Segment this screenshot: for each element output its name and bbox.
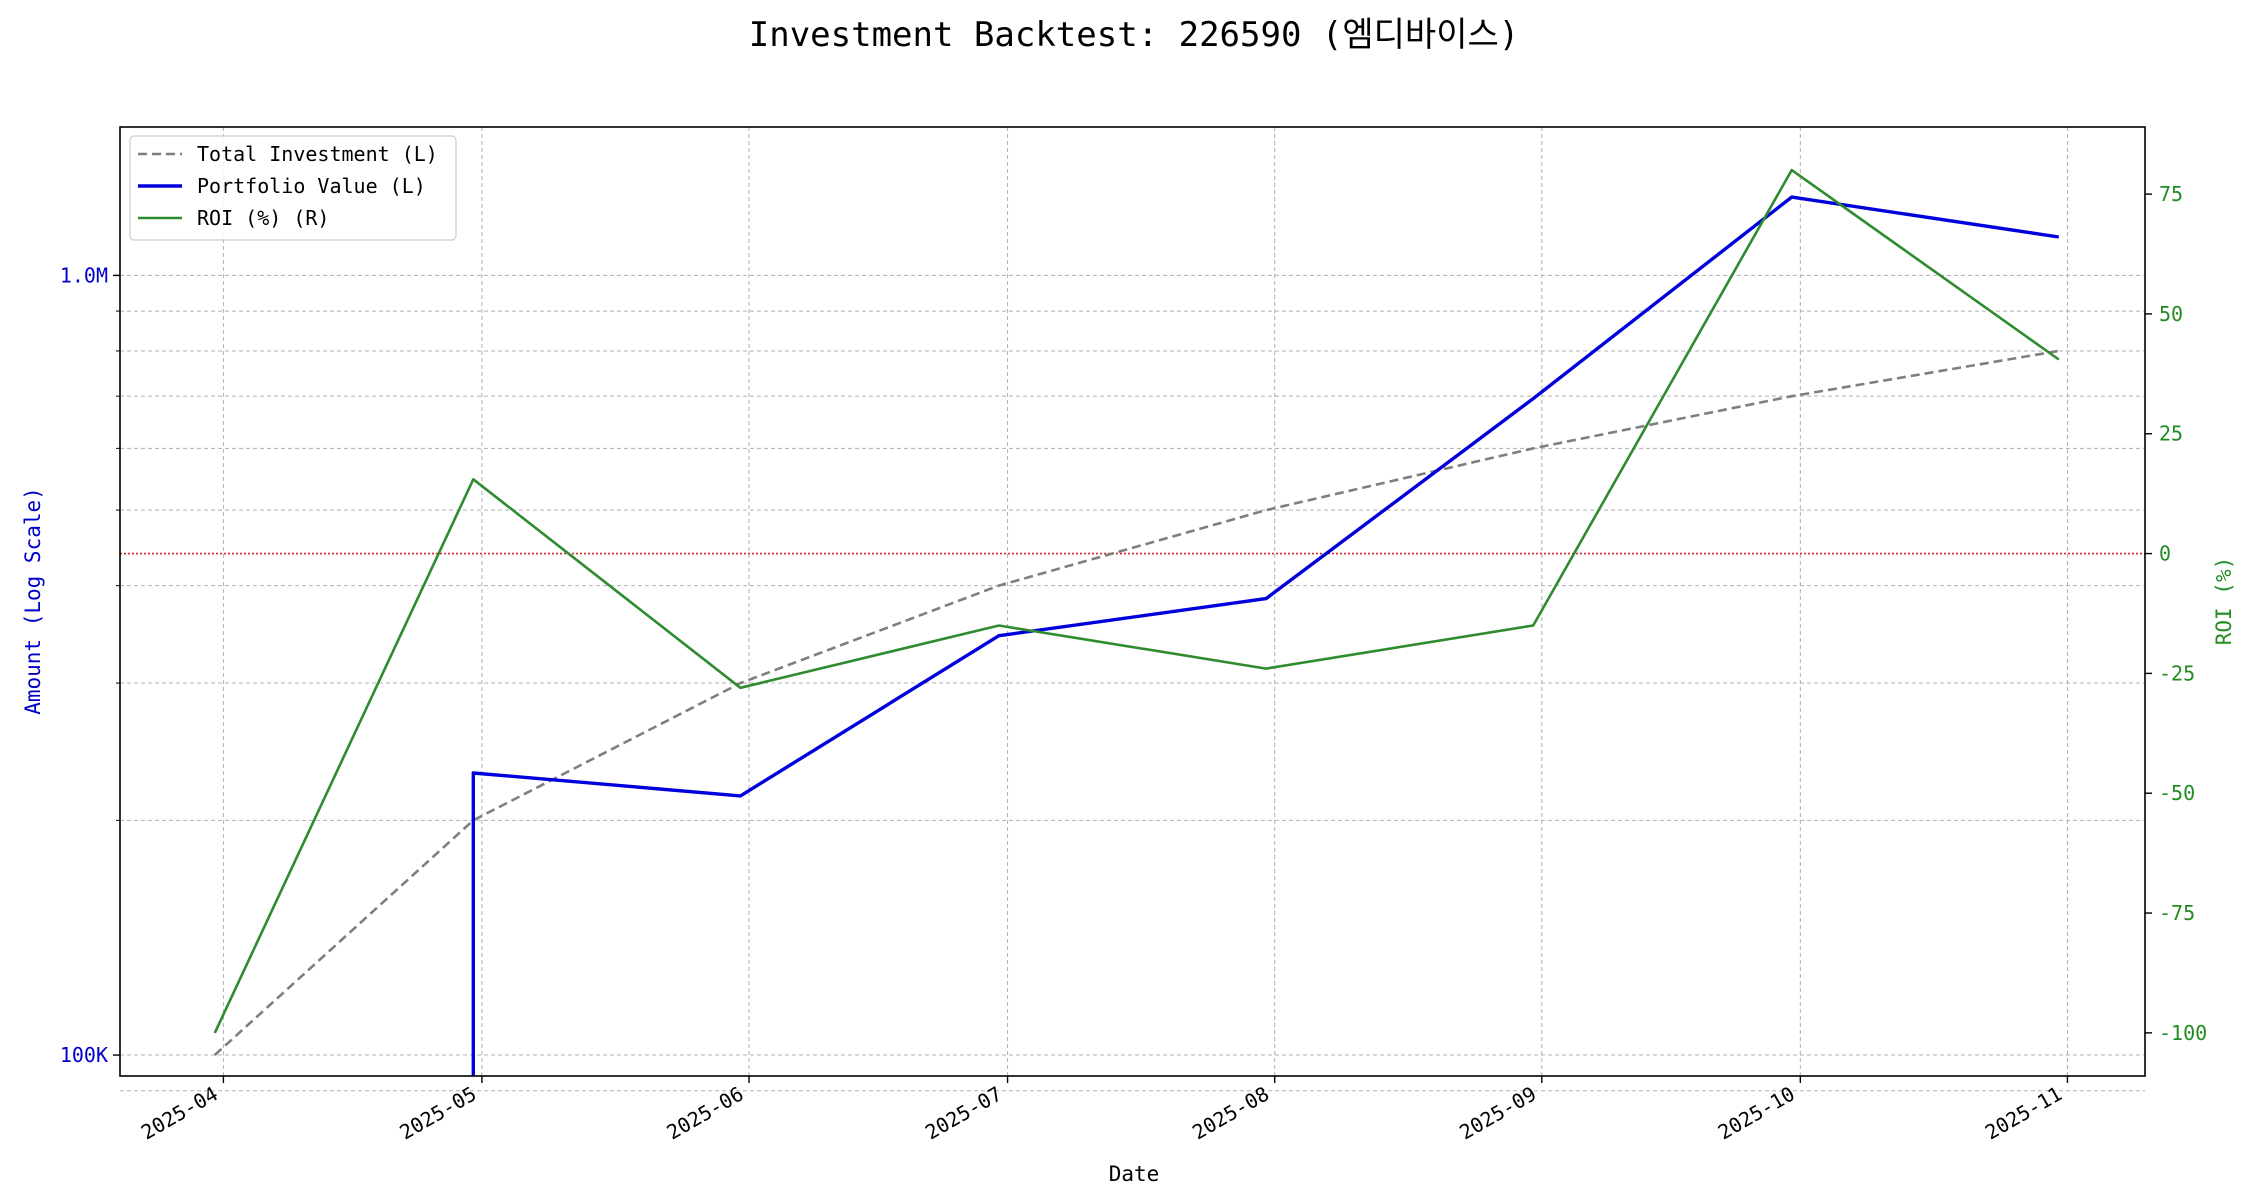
y-left-axis-ticks: 100K 1.0M <box>60 263 120 1067</box>
x-tick-label: 2025-09 <box>1455 1082 1540 1145</box>
y-right-tick-label: -50 <box>2159 781 2195 805</box>
y-left-axis-label: Amount (Log Scale) <box>21 487 45 715</box>
y-right-tick-label: 0 <box>2159 542 2171 566</box>
y-right-tick-label: -100 <box>2159 1021 2207 1045</box>
y-left-tick-label: 100K <box>60 1043 108 1067</box>
x-axis-label: Date <box>1109 1162 1160 1186</box>
legend-box <box>129 135 457 241</box>
y-right-tick-label: 75 <box>2159 182 2183 206</box>
legend-label: Total Investment (L) <box>197 142 438 166</box>
series-line-roi-r <box>213 168 2060 1034</box>
grid-lines <box>120 127 2145 1092</box>
y-right-axis-ticks: -100 -75 -50 -25 0 25 50 75 <box>2145 182 2207 1045</box>
y-left-tick-label: 1.0M <box>60 263 108 287</box>
y-right-tick-label: 50 <box>2159 302 2183 326</box>
y-right-axis-label: ROI (%) <box>2212 557 2236 646</box>
series-line-total-investment-l <box>213 349 2060 1056</box>
legend-label: ROI (%) (R) <box>197 206 329 230</box>
plot-frame <box>119 126 2146 1077</box>
legend-label: Portfolio Value (L) <box>197 174 426 198</box>
series-lines <box>213 168 2060 1076</box>
legend: Total Investment (L) Portfolio Value (L) R… <box>129 135 457 241</box>
x-tick-label: 2025-11 <box>1981 1082 2066 1145</box>
x-axis-ticks: 2025-04 2025-05 2025-06 2025-07 2025-08 2025-… <box>137 1076 2069 1145</box>
chart-title: Investment Backtest: 226590 (엠디바이스) <box>749 15 1520 55</box>
y-right-tick-label: 25 <box>2159 422 2183 446</box>
y-right-tick-label: -75 <box>2159 901 2195 925</box>
series-line-portfolio-value-l <box>471 195 2060 1076</box>
y-right-tick-label: -25 <box>2159 661 2195 685</box>
